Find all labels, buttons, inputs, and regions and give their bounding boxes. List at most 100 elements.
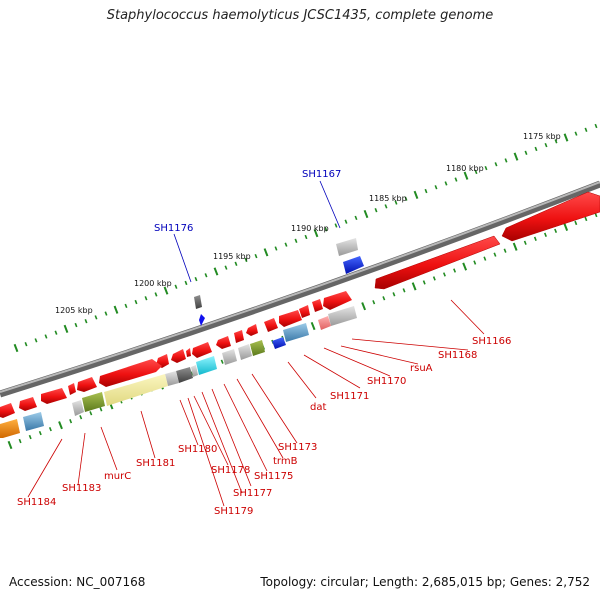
minor-tick — [234, 261, 238, 266]
gene-dark-2 — [176, 367, 193, 383]
gene-olive-1 — [250, 340, 265, 356]
label-leader-lines — [27, 299, 485, 507]
minor-tick — [453, 268, 457, 273]
minor-tick — [74, 322, 78, 328]
minor-tick — [422, 280, 426, 285]
gene-sh1166-arrow — [501, 191, 600, 242]
minor-tick — [94, 315, 98, 320]
gene-red-10 — [186, 348, 191, 357]
gene-red-17 — [19, 397, 37, 411]
gene-red-6 — [246, 324, 258, 336]
gene-pink — [318, 316, 331, 330]
genome-backbone — [0, 180, 600, 398]
gene-red-8 — [216, 336, 231, 349]
gene-gray-sh1168 — [328, 306, 357, 326]
label-sh1179: SH1179 — [214, 506, 253, 517]
minor-tick — [442, 272, 446, 277]
gene-gray-4 — [191, 365, 198, 377]
red-gene-labels: SH1166 SH1168 rsuA SH1170 SH1171 dat SH1… — [17, 336, 511, 517]
gene-blue-small — [272, 337, 286, 349]
minor-tick — [24, 342, 28, 347]
minor-tick — [392, 292, 396, 297]
minor-tick — [574, 220, 578, 226]
minor-tick — [544, 232, 547, 237]
minor-tick — [48, 426, 52, 432]
scale-label-1205: 1205 kbp — [55, 306, 93, 315]
gene-sh1167-blue — [343, 256, 364, 274]
gene-steel-1 — [283, 323, 309, 342]
minor-tick — [384, 204, 388, 209]
minor-tick — [284, 242, 288, 247]
genome-backbone-highlight — [0, 181, 600, 393]
label-sh1173: SH1173 — [278, 442, 317, 453]
major-tick — [513, 152, 519, 161]
minor-tick — [324, 227, 328, 232]
minor-tick — [483, 256, 487, 261]
gene-red-7 — [234, 330, 244, 343]
minor-tick — [79, 415, 83, 420]
minor-tick — [533, 236, 537, 241]
minor-tick — [432, 276, 436, 281]
minor-tick — [194, 276, 198, 282]
minor-tick — [554, 139, 558, 144]
minor-tick — [274, 246, 278, 251]
major-tick — [411, 282, 417, 291]
gene-red-15 — [68, 383, 76, 395]
gene-red-14 — [77, 377, 97, 392]
minor-tick — [594, 212, 598, 218]
minor-tick — [544, 142, 548, 148]
minor-tick — [224, 265, 228, 270]
colored-gene-track — [0, 238, 364, 438]
minor-tick — [454, 177, 458, 182]
major-tick — [363, 209, 369, 219]
scale-label-1185: 1185 kbp — [369, 194, 407, 203]
minor-tick — [574, 131, 578, 136]
scale-label-1200: 1200 kbp — [134, 279, 172, 288]
label-sh1180: SH1180 — [178, 444, 217, 455]
major-tick — [512, 242, 518, 251]
label-sh1177: SH1177 — [233, 488, 272, 499]
label-sh1176: SH1176 — [154, 223, 193, 234]
major-tick — [310, 321, 316, 331]
minor-tick — [254, 253, 258, 259]
blue-gene-labels: SH1167 SH1176 — [154, 169, 341, 234]
minor-tick — [69, 419, 73, 424]
minor-tick — [344, 219, 348, 224]
minor-tick — [244, 257, 248, 263]
gene-red-1 — [323, 291, 352, 310]
minor-tick — [174, 284, 178, 289]
gene-red-4 — [279, 310, 302, 327]
gene-orange — [0, 419, 20, 438]
label-murc: murC — [104, 471, 131, 482]
gene-red-11 — [171, 349, 186, 363]
scale-label-1190: 1190 kbp — [291, 224, 329, 233]
minor-tick — [503, 248, 507, 253]
gene-gray-5 — [165, 371, 179, 386]
gene-sh1176-dark — [194, 295, 202, 309]
label-sh1183: SH1183 — [62, 483, 101, 494]
minor-tick — [434, 185, 438, 190]
minor-tick — [594, 123, 598, 129]
red-gene-track — [0, 191, 600, 418]
gene-sh1166b-arrow — [374, 235, 501, 290]
minor-tick — [473, 260, 477, 265]
minor-tick — [402, 288, 406, 293]
minor-tick — [554, 228, 558, 234]
minor-tick — [424, 188, 428, 194]
gene-olive-2 — [82, 392, 105, 412]
minor-tick — [104, 311, 108, 316]
outer-scale-ticks — [13, 123, 598, 353]
gene-red-5 — [264, 318, 278, 332]
major-tick — [113, 305, 119, 314]
label-sh1167: SH1167 — [302, 169, 341, 180]
minor-tick — [34, 338, 38, 343]
scale-label-1180: 1180 kbp — [446, 164, 484, 173]
gene-khaki — [104, 374, 168, 406]
major-tick — [58, 421, 63, 430]
minor-tick — [394, 200, 398, 205]
gene-gray-2 — [238, 344, 252, 360]
figure-title: Staphylococcus haemolyticus JCSC1435, co… — [106, 8, 494, 23]
minor-tick — [99, 407, 103, 412]
minor-tick — [523, 240, 527, 245]
